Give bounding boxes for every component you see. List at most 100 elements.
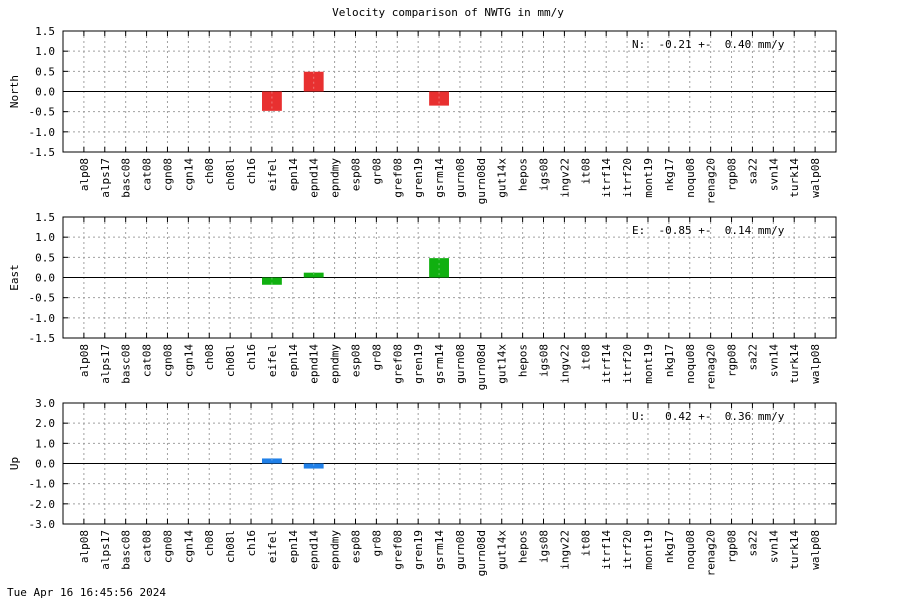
east-bar-eifel: [261, 277, 282, 285]
up-xtick-label: ch08: [203, 530, 216, 557]
north-ytick-label: 1.5: [35, 25, 55, 38]
east-xtick-label: noqu08: [684, 344, 697, 384]
north-ytick-label: 0.5: [35, 65, 55, 78]
up-xtick-label: esp08: [349, 530, 362, 563]
up-xtick-label: gurn08d: [475, 530, 488, 576]
north-xtick-label: renag20: [705, 158, 718, 204]
east-xtick-label: gsrm14: [433, 344, 446, 384]
north-xtick-label: gr08: [370, 158, 383, 185]
up-xtick-label: gref08: [391, 530, 404, 570]
east-xtick-label: gr08: [370, 344, 383, 371]
east-xtick-label: basc08: [120, 344, 133, 384]
east-xtick-label: gren19: [412, 344, 425, 384]
east-xtick-label: ch16: [245, 344, 258, 371]
east-xtick-label: ch08: [203, 344, 216, 371]
east-xtick-label: esp08: [349, 344, 362, 377]
north-xtick-label: gurn08: [454, 158, 467, 198]
up-xtick-label: gren19: [412, 530, 425, 570]
north-xtick-label: gref08: [391, 158, 404, 198]
north-xtick-label: rgp08: [726, 158, 739, 191]
east-ylabel: East: [8, 264, 21, 291]
up-xtick-label: gut14x: [496, 530, 509, 570]
north-ytick-label: 0.0: [35, 86, 55, 99]
timestamp-footer: Tue Apr 16 16:45:56 2024: [7, 586, 166, 599]
east-xtick-label: ingv22: [558, 344, 571, 384]
north-xtick-label: gren19: [412, 158, 425, 198]
east-xtick-label: svn14: [767, 344, 780, 377]
east-ytick-label: -1.0: [29, 312, 56, 325]
up-ytick-label: -2.0: [29, 498, 56, 511]
north-xtick-label: cgn08: [161, 158, 174, 191]
east-ytick-label: -1.5: [29, 332, 56, 345]
north-xtick-label: ch08: [203, 158, 216, 185]
east-xtick-label: eifel: [266, 344, 279, 377]
up-xtick-label: gsrm14: [433, 530, 446, 570]
up-xtick-label: gr08: [370, 530, 383, 557]
east-plot-frame: [62, 216, 837, 339]
up-xtick-label: ingv22: [558, 530, 571, 570]
north-xtick-label: basc08: [120, 158, 133, 198]
up-xtick-label: cgn14: [182, 530, 195, 563]
east-xtick-label: turk14: [788, 344, 801, 384]
east-xtick-label: epndmy: [329, 344, 342, 384]
up-xtick-label: sa22: [746, 530, 759, 557]
east-xtick-label: ch08l: [224, 344, 237, 377]
up-ytick-label: 3.0: [35, 397, 55, 410]
up-xtick-label: itrf20: [621, 530, 634, 570]
east-xtick-label: mont19: [642, 344, 655, 384]
east-xtick-label: nkg17: [663, 344, 676, 377]
east-ytick-label: 0.0: [35, 272, 55, 285]
north-xtick-label: alps17: [99, 158, 112, 198]
east-xtick-label: cgn14: [182, 344, 195, 377]
north-xtick-label: hepos: [517, 158, 530, 191]
up-xtick-label: gurn08: [454, 530, 467, 570]
up-xtick-label: hepos: [517, 530, 530, 563]
up-xtick-label: cgn08: [161, 530, 174, 563]
east-xtick-label: itrf14: [600, 344, 613, 384]
up-bar-epnd14: [303, 463, 324, 469]
up-xtick-label: turk14: [788, 530, 801, 570]
east-xtick-label: hepos: [517, 344, 530, 377]
east-xtick-label: alp08: [78, 344, 91, 377]
north-xtick-label: it08: [579, 158, 592, 185]
north-xtick-label: esp08: [349, 158, 362, 191]
east-ytick-label: 1.5: [35, 211, 55, 224]
east-xtick-label: cat08: [141, 344, 154, 377]
north-ytick-label: -1.0: [29, 126, 56, 139]
up-xtick-label: igs08: [538, 530, 551, 563]
north-ytick-label: 1.0: [35, 45, 55, 58]
up-xtick-label: noqu08: [684, 530, 697, 570]
east-xtick-label: epnd14: [308, 344, 321, 384]
up-xtick-label: epn14: [287, 530, 300, 563]
up-xtick-label: epndmy: [329, 530, 342, 570]
east-annotation: E: -0.85 +- 0.14 mm/y: [632, 224, 785, 237]
up-xtick-label: walp08: [809, 530, 822, 570]
north-ytick-label: -0.5: [29, 106, 56, 119]
up-xtick-label: itrf14: [600, 530, 613, 570]
up-ytick-label: -3.0: [29, 518, 56, 531]
east-xtick-label: alps17: [99, 344, 112, 384]
east-xtick-label: gref08: [391, 344, 404, 384]
up-annotation: U: 0.42 +- 0.36 mm/y: [632, 410, 785, 423]
up-xtick-label: renag20: [705, 530, 718, 576]
up-xtick-label: basc08: [120, 530, 133, 570]
north-bar-eifel: [261, 91, 282, 111]
up-ylabel: Up: [8, 457, 21, 470]
east-xtick-label: gurn08: [454, 344, 467, 384]
east-xtick-label: cgn08: [161, 344, 174, 377]
up-bar-eifel: [261, 458, 282, 464]
east-ytick-label: 1.0: [35, 231, 55, 244]
east-xtick-label: it08: [579, 344, 592, 371]
north-xtick-label: ch16: [245, 158, 258, 185]
north-xtick-label: gurn08d: [475, 158, 488, 204]
north-xtick-label: ch08l: [224, 158, 237, 191]
up-xtick-label: nkg17: [663, 530, 676, 563]
up-ytick-label: 2.0: [35, 417, 55, 430]
up-xtick-label: alp08: [78, 530, 91, 563]
north-xtick-label: igs08: [538, 158, 551, 191]
up-xtick-label: eifel: [266, 530, 279, 563]
up-ytick-label: 0.0: [35, 458, 55, 471]
east-xtick-label: igs08: [538, 344, 551, 377]
up-xtick-label: alps17: [99, 530, 112, 570]
up-xtick-label: ch08l: [224, 530, 237, 563]
